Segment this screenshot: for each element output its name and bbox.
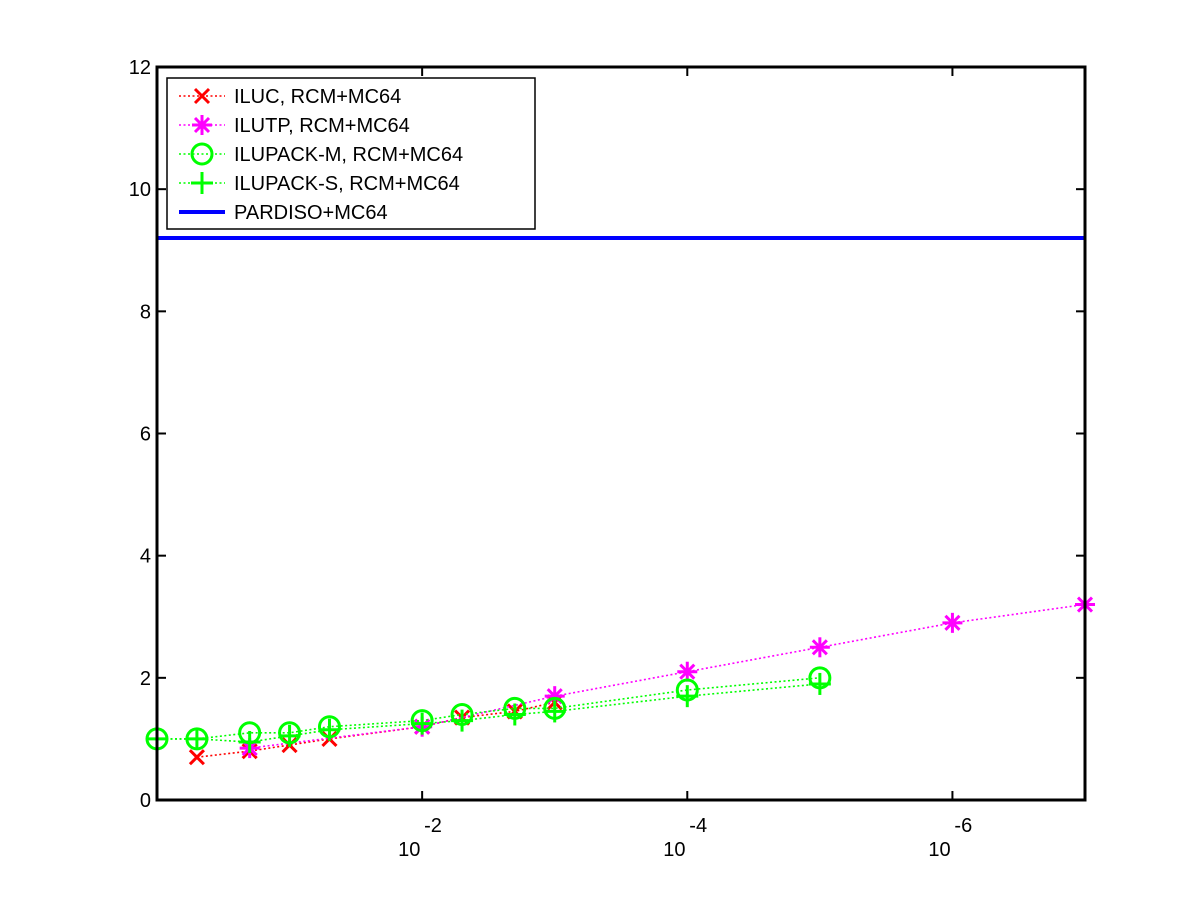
data-point-stroke [944,614,961,631]
legend-marker-ring [190,142,214,166]
series-line [157,677,820,740]
legend-entry: ILUPACK-M, RCM+MC64 [179,142,463,166]
series-layer [145,236,1095,766]
legend-marker-stroke [193,116,211,134]
data-point [942,612,963,633]
legend-box [166,77,536,230]
x-tick-label-exponent: -6 [954,815,972,837]
data-point [238,730,261,753]
y-tick-label: 6 [140,424,151,446]
x-tick-label-exponent: -2 [424,815,442,837]
x-tick-label-exponent: -4 [689,815,707,837]
data-point-stroke [188,749,205,766]
data-point-stroke [679,663,696,680]
legend-marker [192,115,212,135]
x-tick-label-base: 10 [928,839,950,861]
legend-entry: ILUPACK-S, RCM+MC64 [179,172,460,195]
legend-marker [190,142,214,166]
legend-marker [191,172,213,194]
legend-label: ILUPACK-S, RCM+MC64 [234,173,460,195]
legend-entry: ILUTP, RCM+MC64 [179,115,410,137]
y-tick-label: 0 [140,790,151,812]
data-point [677,661,698,682]
data-point [503,703,526,726]
x-tick-label: 10-2 [398,815,442,861]
legend-entry: ILUC, RCM+MC64 [179,86,401,108]
data-point [543,700,566,723]
y-tick-label: 4 [140,546,151,568]
data-point [318,718,341,741]
x-tick-label-base: 10 [398,839,420,861]
series-3 [146,672,831,753]
legend-label: ILUPACK-M, RCM+MC64 [234,144,463,166]
data-point [185,727,208,750]
legend-marker-stroke [193,87,211,105]
legend-label: PARDISO+MC64 [234,202,388,224]
data-point [676,685,699,708]
x-tick-label-base: 10 [663,839,685,861]
data-point [278,724,301,747]
legend-entry: PARDISO+MC64 [179,202,388,224]
data-point [188,749,205,766]
data-point [808,672,831,695]
legend-marker [193,87,211,105]
y-tick-label: 2 [140,668,151,690]
x-tick-label: 10-6 [928,815,972,861]
legend-label: ILUTP, RCM+MC64 [234,115,410,137]
data-point [411,712,434,735]
data-point-stroke [811,639,828,656]
data-point [809,637,830,658]
legend: ILUC, RCM+MC64 ILUTP, RCM+MC64 ILUPACK-M, … [166,77,536,230]
x-tick-label: 10-4 [663,815,707,861]
y-tick-label: 10 [129,179,151,201]
series-line [249,603,1086,749]
data-point [451,709,474,732]
y-tick-label: 8 [140,301,151,323]
legend-label: ILUC, RCM+MC64 [234,86,401,108]
y-tick-label: 12 [129,57,151,79]
